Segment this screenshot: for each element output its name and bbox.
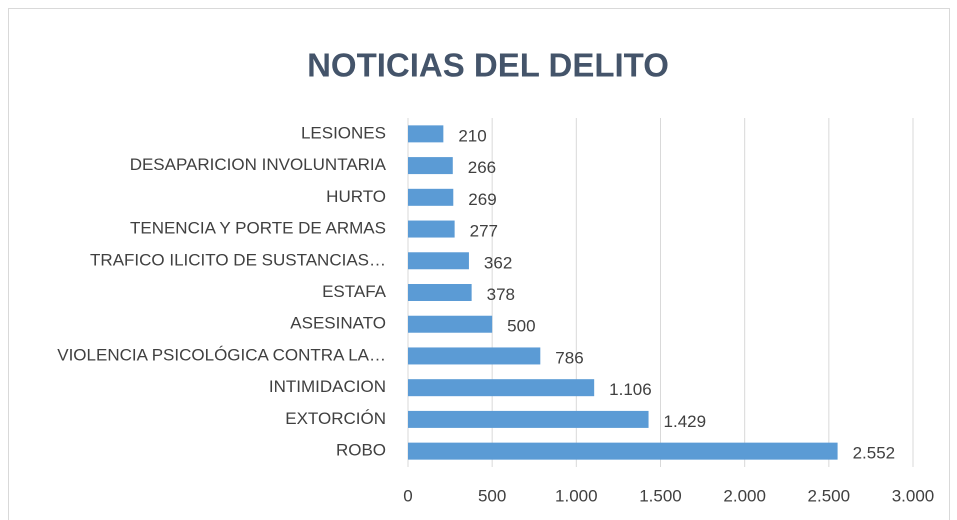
- data-label: 277: [470, 222, 498, 241]
- data-label: 1.429: [664, 412, 707, 431]
- data-label: 362: [484, 253, 512, 272]
- y-tick-label: EXTORCIÓN: [285, 409, 386, 428]
- data-label: 378: [487, 285, 515, 304]
- bar: [408, 379, 595, 397]
- y-tick-label: HURTO: [326, 187, 386, 206]
- y-tick-label: LESIONES: [301, 123, 386, 142]
- y-tick-label: ESTAFA: [322, 282, 387, 301]
- x-tick-label: 2.000: [723, 486, 766, 505]
- chart-title: NOTICIAS DEL DELITO: [307, 47, 669, 84]
- x-tick-label: 0: [403, 486, 412, 505]
- bar: [408, 220, 455, 238]
- bar: [408, 157, 453, 175]
- data-label: 269: [468, 190, 496, 209]
- data-label: 210: [458, 126, 486, 145]
- y-tick-label: DESAPARICION INVOLUNTARIA: [130, 155, 387, 174]
- y-tick-label: TRAFICO ILICITO DE SUSTANCIAS…: [90, 250, 386, 269]
- bar: [408, 125, 444, 143]
- bar: [408, 315, 493, 333]
- x-tick-label: 500: [478, 486, 506, 505]
- data-label: 2.552: [853, 444, 896, 463]
- chart-border: [8, 8, 950, 520]
- bar: [408, 347, 541, 365]
- x-tick-label: 1.500: [639, 486, 682, 505]
- y-tick-label: TENENCIA Y PORTE DE ARMAS: [130, 219, 386, 238]
- bar: [408, 442, 838, 460]
- data-label: 1.106: [609, 380, 652, 399]
- bar: [408, 252, 469, 270]
- x-tick-label: 2.500: [808, 486, 851, 505]
- x-tick-label: 1.000: [555, 486, 598, 505]
- data-label: 500: [507, 317, 535, 336]
- data-label: 786: [555, 348, 583, 367]
- bar: [408, 188, 454, 206]
- y-tick-label: ROBO: [336, 441, 386, 460]
- data-label: 266: [468, 158, 496, 177]
- y-tick-label: INTIMIDACION: [269, 377, 386, 396]
- y-tick-label: ASESINATO: [290, 314, 386, 333]
- y-tick-label: VIOLENCIA PSICOLÓGICA CONTRA LA…: [57, 345, 386, 364]
- x-tick-label: 3.000: [892, 486, 935, 505]
- bar: [408, 410, 649, 428]
- bar: [408, 284, 472, 301]
